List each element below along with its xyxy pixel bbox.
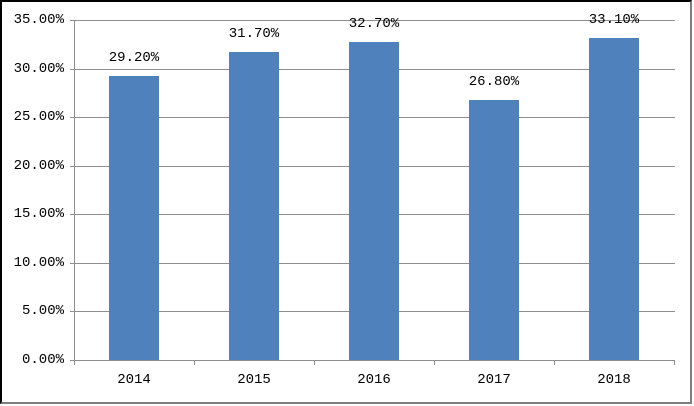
x-axis-tick [74,360,75,365]
y-axis-tick-label: 30.00% [13,61,64,77]
y-gridline [70,20,675,21]
bar-2015 [229,52,279,360]
bar-2016 [349,42,399,360]
bar-data-label: 26.80% [468,74,520,90]
x-axis-category-label: 2016 [357,372,391,388]
bar-data-label: 31.70% [228,26,280,42]
bar-2014 [109,76,159,360]
x-axis-category-label: 2017 [477,372,511,388]
y-axis-tick-label: 15.00% [13,206,64,222]
bar-data-label: 32.70% [348,16,400,32]
y-axis-line [74,20,75,360]
x-axis-category-label: 2015 [237,372,271,388]
x-axis-line [70,360,675,361]
y-axis-tick-label: 0.00% [21,352,64,368]
x-axis-tick [674,360,675,365]
x-axis-category-label: 2014 [117,372,151,388]
x-axis-tick [314,360,315,365]
y-axis-tick-label: 35.00% [13,12,64,28]
x-axis-category-label: 2018 [597,372,631,388]
x-axis-tick [554,360,555,365]
bar-data-label: 33.10% [588,12,640,28]
y-axis-tick-label: 5.00% [21,303,64,319]
y-axis-tick-label: 10.00% [13,255,64,271]
x-axis-tick [194,360,195,365]
bar-2017 [469,100,519,360]
bar-data-label: 29.20% [108,50,160,66]
y-axis-tick-label: 20.00% [13,158,64,174]
y-axis-tick-label: 25.00% [13,109,64,125]
x-axis-tick [434,360,435,365]
bar-2018 [589,38,639,360]
